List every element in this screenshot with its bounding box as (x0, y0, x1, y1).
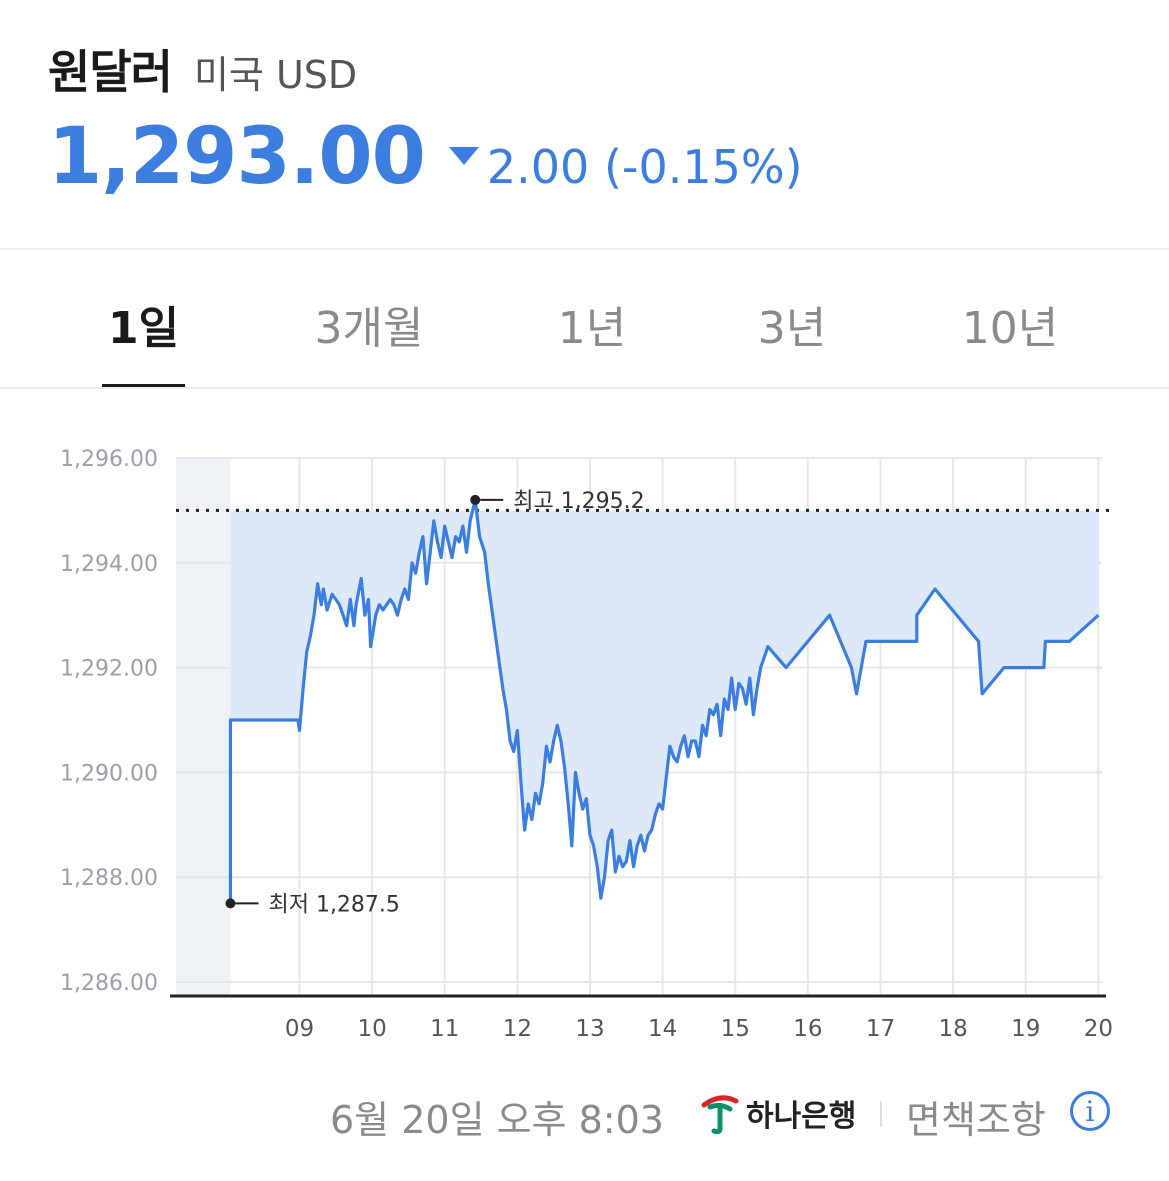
y-tick-label: 1,294.00 (60, 552, 158, 577)
header-divider (0, 248, 1169, 250)
period-tabs: 1일 3개월 1년 3년 10년 (0, 250, 1169, 388)
low-marker (225, 898, 236, 909)
y-tick-label: 1,288.00 (60, 866, 158, 891)
footer: 6월 20일 오후 8:03 하나은행 면책조항 i (0, 1083, 1169, 1143)
title-row: 원달러 미국 USD (48, 36, 357, 102)
bank-logo: 하나은행 (700, 1091, 856, 1135)
tab-3-years[interactable]: 3년 (757, 303, 827, 354)
page-title: 원달러 (48, 45, 173, 99)
x-tick-label: 11 (430, 1016, 459, 1042)
exchange-rate-chart[interactable]: 1,296.00 1,294.00 1,292.00 1,290.00 1,288.00… (0, 400, 1169, 1060)
header: 원달러 미국 USD (48, 36, 357, 102)
x-tick-label: 15 (721, 1016, 750, 1042)
tab-1-day[interactable]: 1일 (107, 303, 180, 354)
currency-subtitle: 미국 USD (193, 53, 358, 97)
moon-icon (195, 1016, 208, 1040)
hana-bank-icon (701, 1095, 739, 1135)
x-tick-label: 20 (1084, 1016, 1113, 1042)
down-arrow-icon (448, 147, 479, 165)
current-price: 1,293.00 (48, 112, 426, 202)
x-tick-label: 09 (285, 1016, 314, 1042)
info-icon[interactable]: i (1070, 1091, 1110, 1131)
series-line (228, 498, 1100, 904)
x-tick-label: 17 (866, 1016, 895, 1042)
x-tick-label: 14 (648, 1016, 677, 1042)
footer-separator (880, 1101, 882, 1127)
x-tick-label: 10 (357, 1016, 386, 1042)
y-tick-label: 1,292.00 (60, 657, 158, 682)
x-tick-label: 19 (1011, 1016, 1040, 1042)
high-marker (470, 494, 481, 505)
tab-1-year[interactable]: 1년 (557, 303, 627, 354)
price-change: 2.00 (-0.15%) (486, 140, 803, 194)
x-tick-label: 16 (793, 1016, 822, 1042)
disclaimer-link[interactable]: 면책조항 (906, 1098, 1046, 1142)
night-shade (176, 458, 231, 996)
tabs-divider (0, 387, 1169, 389)
high-label: 최고 1,295.2 (513, 489, 644, 514)
area-fill (230, 499, 1099, 904)
x-tick-label: 13 (575, 1016, 604, 1042)
y-tick-label: 1,286.00 (60, 971, 158, 996)
bank-name: 하나은행 (746, 1099, 857, 1134)
y-tick-label: 1,296.00 (60, 447, 158, 472)
active-tab-indicator (102, 384, 185, 387)
low-label: 최저 1,287.5 (268, 892, 399, 917)
timestamp: 6월 20일 오후 8:03 (330, 1098, 664, 1142)
x-tick-label: 12 (503, 1016, 532, 1042)
tab-10-years[interactable]: 10년 (961, 303, 1059, 354)
x-tick-label: 18 (938, 1016, 967, 1042)
price-row: 1,293.00 2.00 (-0.15%) (48, 112, 803, 202)
tab-3-months[interactable]: 3개월 (314, 303, 424, 354)
y-tick-label: 1,290.00 (60, 761, 158, 786)
